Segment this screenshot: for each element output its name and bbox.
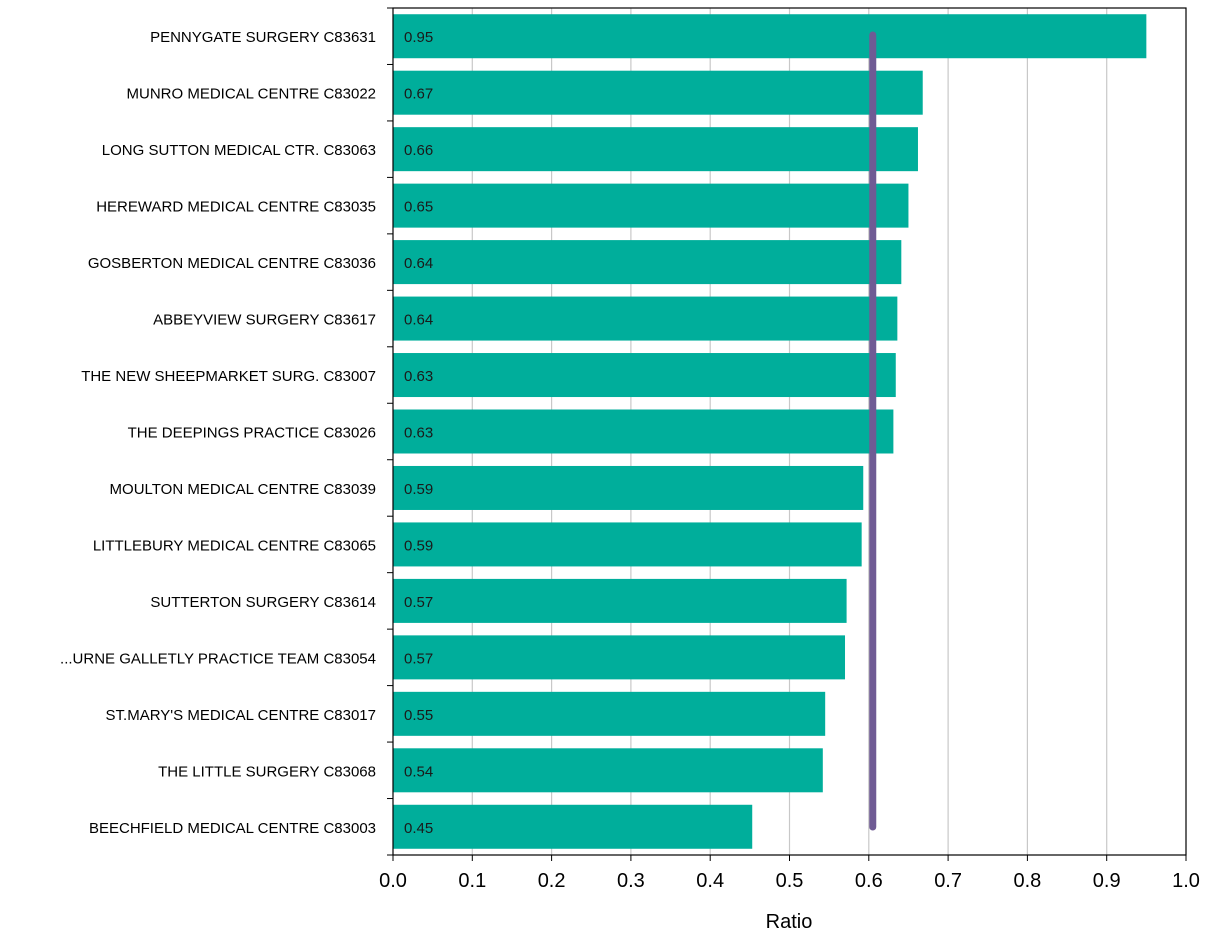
- bar: [393, 465, 864, 510]
- category-label: PENNYGATE SURGERY C83631: [150, 29, 376, 46]
- category-label: HEREWARD MEDICAL CENTRE C83035: [96, 199, 376, 216]
- bar: [393, 14, 1147, 59]
- bar: [393, 804, 753, 849]
- bar: [393, 70, 923, 115]
- bar: [393, 353, 896, 398]
- bar-value-label: 0.64: [404, 255, 433, 272]
- category-label: THE NEW SHEEPMARKET SURG. C83007: [81, 368, 376, 385]
- bar-value-label: 0.55: [404, 707, 433, 724]
- x-tick-label: 1.0: [1172, 870, 1200, 892]
- bar-value-label: 0.63: [404, 368, 433, 385]
- category-label: GOSBERTON MEDICAL CENTRE C83036: [88, 255, 376, 272]
- x-tick-label: 0.1: [458, 870, 486, 892]
- category-label: THE LITTLE SURGERY C83068: [158, 763, 376, 780]
- bar-value-label: 0.54: [404, 763, 433, 780]
- bar-value-label: 0.66: [404, 142, 433, 159]
- bar-value-label: 0.63: [404, 425, 433, 442]
- bar: [393, 183, 909, 228]
- bar: [393, 748, 823, 793]
- bar-value-label: 0.65: [404, 199, 433, 216]
- category-label: LONG SUTTON MEDICAL CTR. C83063: [102, 142, 376, 159]
- x-tick-label: 0.9: [1093, 870, 1121, 892]
- category-label: BEECHFIELD MEDICAL CENTRE C83003: [89, 820, 376, 837]
- bar-value-label: 0.45: [404, 820, 433, 837]
- bar-value-label: 0.59: [404, 481, 433, 498]
- x-tick-label: 0.4: [696, 870, 724, 892]
- bar: [393, 691, 826, 736]
- category-labels: PENNYGATE SURGERY C83631 MUNRO MEDICAL CE…: [60, 29, 376, 837]
- x-tick-label: 0.8: [1013, 870, 1041, 892]
- bar: [393, 127, 918, 172]
- x-tick-label: 0.5: [776, 870, 804, 892]
- category-label: MUNRO MEDICAL CENTRE C83022: [127, 86, 377, 103]
- bar-value-label: 0.59: [404, 537, 433, 554]
- bar-value-label: 0.67: [404, 86, 433, 103]
- bar: [393, 635, 846, 680]
- x-tick-label: 0.2: [538, 870, 566, 892]
- x-tick-labels: 0.0 0.1 0.2 0.3 0.4 0.5 0.6 0.7 0.8 0.9 1.0: [379, 870, 1200, 892]
- bar: [393, 522, 862, 567]
- bar-value-label: 0.57: [404, 594, 433, 611]
- x-tick-label: 0.0: [379, 870, 407, 892]
- category-label: ABBEYVIEW SURGERY C83617: [153, 312, 376, 329]
- category-label: LITTLEBURY MEDICAL CENTRE C83065: [93, 537, 376, 554]
- bar: [393, 578, 847, 623]
- bar: [393, 296, 898, 341]
- x-tick-label: 0.3: [617, 870, 645, 892]
- x-tick-label: 0.6: [855, 870, 883, 892]
- bar: [393, 240, 902, 285]
- category-label: ST.MARY'S MEDICAL CENTRE C83017: [106, 707, 376, 724]
- category-label: SUTTERTON SURGERY C83614: [150, 594, 376, 611]
- bar: [393, 409, 894, 454]
- category-label: MOULTON MEDICAL CENTRE C83039: [110, 481, 376, 498]
- bar-value-label: 0.57: [404, 650, 433, 667]
- x-axis-title: Ratio: [766, 911, 813, 933]
- bar-value-label: 0.64: [404, 312, 433, 329]
- axes: [387, 7, 1187, 861]
- plot-border: [392, 7, 1187, 856]
- bar-value-label: 0.95: [404, 29, 433, 46]
- category-label: THE DEEPINGS PRACTICE C83026: [128, 425, 376, 442]
- category-label: ...URNE GALLETLY PRACTICE TEAM C83054: [60, 650, 376, 667]
- bars: 0.95 0.67 0.66 0.65 0.64 0.64 0.63 0.63 0.59 0.59…: [393, 14, 1147, 849]
- x-tick-label: 0.7: [934, 870, 962, 892]
